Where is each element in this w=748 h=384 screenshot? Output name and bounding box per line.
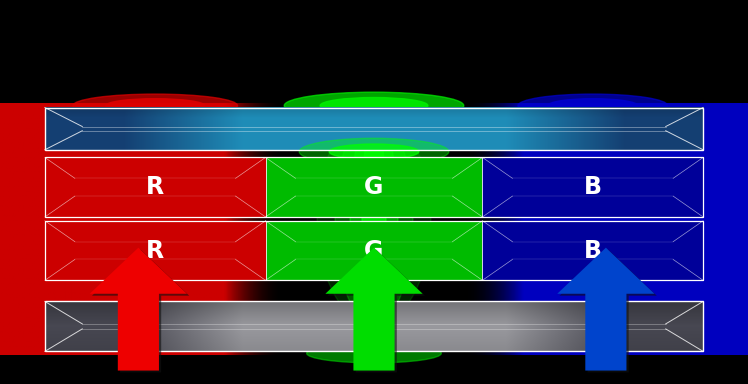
Bar xyxy=(45,301,703,351)
Text: R: R xyxy=(146,175,165,199)
Ellipse shape xyxy=(643,108,748,323)
Ellipse shape xyxy=(666,123,748,307)
Ellipse shape xyxy=(73,94,237,117)
Ellipse shape xyxy=(317,113,431,324)
Bar xyxy=(482,221,703,280)
Ellipse shape xyxy=(362,113,386,324)
Bar xyxy=(45,157,266,217)
Bar xyxy=(45,221,266,280)
Polygon shape xyxy=(92,250,189,372)
Bar xyxy=(45,157,703,217)
Bar xyxy=(266,221,482,280)
Polygon shape xyxy=(90,248,187,371)
Ellipse shape xyxy=(350,113,398,324)
Ellipse shape xyxy=(105,99,204,113)
Ellipse shape xyxy=(335,113,413,324)
Text: B: B xyxy=(583,238,602,263)
Bar xyxy=(45,221,703,280)
Ellipse shape xyxy=(518,94,667,117)
Ellipse shape xyxy=(0,108,105,323)
Ellipse shape xyxy=(329,144,419,159)
Polygon shape xyxy=(328,250,425,372)
Bar xyxy=(45,108,703,150)
Text: R: R xyxy=(146,238,165,263)
Text: G: G xyxy=(364,238,384,263)
Ellipse shape xyxy=(320,98,428,114)
Bar xyxy=(482,157,703,217)
Text: G: G xyxy=(364,175,384,199)
Polygon shape xyxy=(557,248,654,371)
Ellipse shape xyxy=(548,99,637,113)
Text: B: B xyxy=(583,175,602,199)
Bar xyxy=(266,157,482,217)
Polygon shape xyxy=(560,250,657,372)
Polygon shape xyxy=(325,248,423,371)
Ellipse shape xyxy=(299,138,449,165)
Ellipse shape xyxy=(284,92,464,119)
Ellipse shape xyxy=(307,344,441,363)
Ellipse shape xyxy=(0,123,82,307)
